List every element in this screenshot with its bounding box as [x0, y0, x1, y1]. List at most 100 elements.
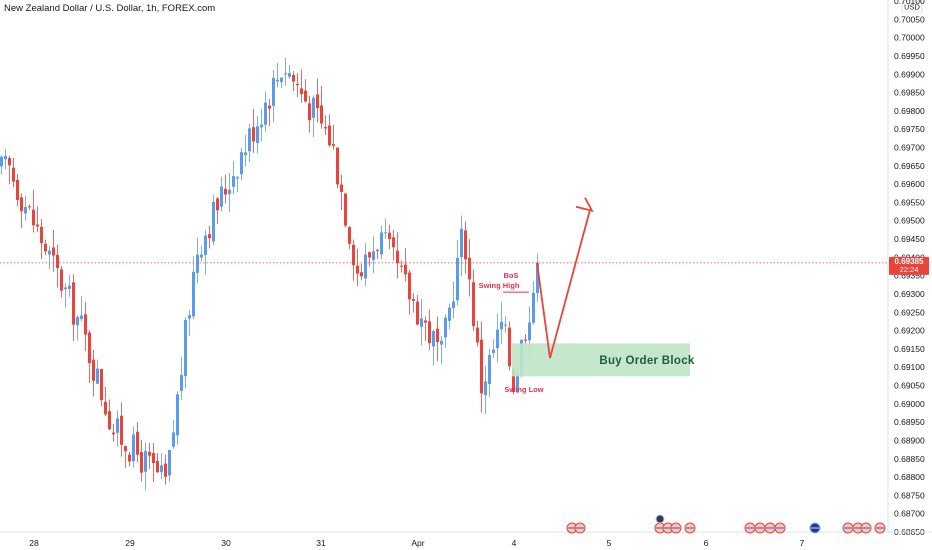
- price-tick-label: 0.69350: [894, 271, 925, 281]
- event-flag-icon[interactable]: [764, 522, 776, 534]
- price-ticks: 0.70100 0.70050 0.70000 0.69950 0.69900 0.698…: [894, 0, 925, 537]
- price-tick-label: 0.69950: [894, 51, 925, 61]
- candle-body: [400, 265, 403, 267]
- candle-body: [276, 79, 279, 82]
- candle-body: [324, 127, 327, 129]
- candle-body: [200, 254, 203, 258]
- candle-body: [56, 254, 59, 268]
- event-flag-icon[interactable]: [842, 522, 854, 534]
- candle-body: [504, 324, 507, 326]
- candle-body: [216, 198, 219, 211]
- candle-body: [448, 307, 451, 321]
- candle-body: [208, 234, 211, 239]
- candle-body: [292, 74, 295, 82]
- event-flag-icon[interactable]: [684, 522, 696, 534]
- currency-badge[interactable]: [901, 0, 923, 13]
- event-flag-icon[interactable]: [774, 522, 786, 534]
- projection-arrow[interactable]: [536, 197, 594, 359]
- event-top-icon[interactable]: [655, 514, 665, 524]
- candle-body: [536, 262, 539, 294]
- last-price-value: 0.69385: [895, 257, 924, 266]
- candle-body: [444, 317, 447, 338]
- candle-body: [204, 235, 207, 255]
- candle-body: [68, 285, 71, 289]
- time-tick-label: 28: [29, 538, 39, 548]
- candle-body: [8, 158, 11, 166]
- candle-body: [152, 453, 155, 464]
- candle-body: [320, 105, 323, 124]
- candle-body: [452, 301, 455, 309]
- price-tick-label: 0.69500: [894, 216, 925, 226]
- candle-body: [4, 156, 7, 160]
- candle-body: [460, 228, 463, 258]
- candle-body: [168, 450, 171, 476]
- candle-body: [88, 332, 91, 364]
- candle-body: [488, 354, 491, 384]
- candle-body: [224, 188, 227, 195]
- candle-body: [96, 368, 99, 384]
- candle-body: [100, 368, 103, 400]
- buy-order-block-zone[interactable]: Buy Order Block: [512, 343, 695, 377]
- candle-body: [164, 463, 167, 477]
- event-flag-icon[interactable]: [744, 522, 756, 534]
- candle-body: [316, 94, 319, 109]
- candle-body: [440, 340, 443, 345]
- candle-body: [524, 339, 527, 341]
- candle-body: [456, 257, 459, 301]
- candle-body: [512, 369, 515, 392]
- candle-body: [176, 394, 179, 436]
- candle-body: [52, 247, 55, 256]
- price-tick-label: 0.69700: [894, 142, 925, 152]
- candle-body: [356, 265, 359, 274]
- candle-body: [360, 272, 363, 277]
- currency-label: USD: [904, 3, 920, 12]
- candle-body: [496, 329, 499, 349]
- candle-body: [36, 224, 39, 227]
- candle-body: [220, 186, 223, 207]
- candle-body: [144, 450, 147, 472]
- event-flag-icon[interactable]: [670, 522, 682, 534]
- event-flag-icon[interactable]: [574, 522, 586, 534]
- order-block-rect: [512, 343, 690, 377]
- candle-body: [44, 243, 47, 252]
- candle-body: [180, 374, 183, 391]
- candle-body: [120, 415, 123, 445]
- price-tick-label: 0.70100: [894, 0, 925, 6]
- price-axis[interactable]: USD 0.701000.700500.700000.699500.699000…: [887, 0, 932, 537]
- price-tick-label: 0.69000: [894, 399, 925, 409]
- candle-body: [332, 144, 335, 146]
- candle-body: [60, 269, 63, 291]
- candle-body: [472, 282, 475, 327]
- projection-path: [536, 209, 591, 359]
- candle-body: [244, 152, 247, 156]
- event-flag-icon[interactable]: [874, 522, 886, 534]
- candle-body: [404, 264, 407, 275]
- time-tick-label: 6: [704, 538, 709, 548]
- candle-body: [432, 331, 435, 347]
- candle-body: [528, 322, 531, 341]
- candle-body: [352, 244, 355, 266]
- candle-body: [464, 230, 467, 260]
- event-flag-icon[interactable]: [754, 522, 766, 534]
- candle-body: [392, 237, 395, 248]
- candle-body: [532, 292, 535, 323]
- candle-body: [260, 124, 263, 128]
- event-flag-icon[interactable]: [860, 522, 872, 534]
- time-tick-label: 5: [607, 538, 612, 548]
- last-price-tag: 0.69385 22:24: [889, 256, 929, 275]
- candle-body: [328, 125, 331, 146]
- time-tick-label: 31: [316, 538, 326, 548]
- candle-body: [344, 193, 347, 226]
- candle-body: [376, 249, 379, 251]
- event-blue-icon[interactable]: [809, 522, 821, 534]
- candle-body: [76, 316, 79, 326]
- candle-body: [184, 319, 187, 377]
- bar-countdown: 22:24: [900, 265, 919, 274]
- economic-events-row[interactable]: [566, 514, 886, 534]
- candle-body: [24, 207, 27, 214]
- candle-body: [288, 73, 291, 77]
- time-axis[interactable]: 28 29 30 31 Apr 4 5 6 7: [0, 531, 932, 548]
- candle-body: [232, 176, 235, 187]
